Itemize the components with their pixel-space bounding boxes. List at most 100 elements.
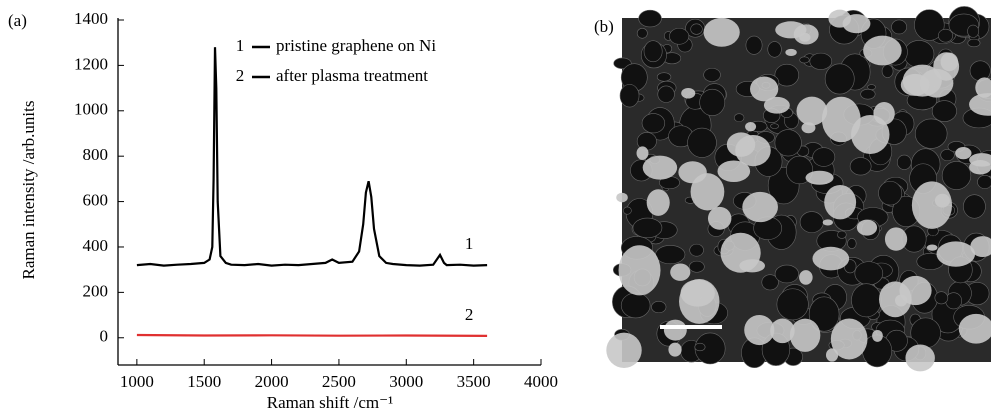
grain — [847, 238, 857, 249]
grain — [851, 283, 882, 318]
grain — [733, 113, 745, 123]
bright-region — [717, 160, 751, 183]
bright-region — [670, 263, 691, 281]
legend-label: 1 — [236, 36, 245, 55]
grain — [643, 40, 663, 63]
grain — [774, 63, 800, 87]
bright-region — [969, 93, 991, 116]
bright-region — [830, 318, 868, 360]
bright-region — [958, 313, 991, 344]
grain — [774, 264, 799, 284]
grain — [699, 88, 726, 116]
grain — [808, 296, 840, 332]
grain — [799, 211, 824, 233]
bright-region — [668, 342, 682, 357]
bright-region — [703, 17, 740, 47]
grain — [881, 64, 894, 78]
grain — [854, 261, 884, 286]
legend-entry: after plasma treatment — [276, 66, 428, 85]
grain — [799, 56, 810, 64]
grain — [656, 72, 672, 82]
bright-region — [690, 173, 725, 211]
grain — [687, 127, 717, 158]
bright-region — [616, 192, 628, 203]
panel-label: (a) — [8, 11, 27, 30]
bright-region — [911, 181, 953, 229]
bright-region — [789, 318, 821, 352]
bright-region — [933, 52, 960, 81]
bright-region — [975, 77, 991, 98]
legend-entry: pristine graphene on Ni — [276, 36, 436, 55]
grain — [849, 157, 872, 176]
bright-region — [884, 227, 908, 251]
grain — [689, 260, 705, 273]
bright-region — [812, 246, 850, 271]
bright-region — [821, 96, 861, 143]
curve-label: 1 — [465, 234, 474, 253]
y-tick-label: 1000 — [74, 100, 108, 119]
y-tick-label: 600 — [83, 190, 109, 209]
grain — [896, 154, 912, 170]
grain — [967, 24, 980, 38]
bright-region — [680, 279, 715, 307]
bright-region — [822, 219, 833, 226]
grain — [657, 85, 675, 103]
bright-region — [955, 147, 972, 160]
bright-region — [863, 35, 902, 66]
x-axis-label: Raman shift /cm⁻¹ — [267, 393, 393, 412]
grain — [967, 38, 981, 48]
bright-region — [707, 206, 732, 230]
grain — [977, 174, 991, 189]
y-tick-label: 0 — [100, 327, 109, 346]
y-tick-label: 1200 — [74, 54, 108, 73]
grain — [689, 243, 704, 257]
bright-region — [825, 348, 839, 362]
grain — [891, 19, 907, 35]
bright-region — [720, 232, 761, 273]
grain — [776, 288, 809, 321]
x-tick-label: 1500 — [187, 372, 221, 391]
grain — [669, 27, 690, 45]
bright-region — [785, 48, 797, 57]
bright-region — [934, 193, 950, 208]
grain — [934, 291, 949, 305]
x-tick-label: 1000 — [120, 372, 154, 391]
grain — [969, 60, 991, 82]
grain — [931, 100, 957, 122]
bright-region — [742, 191, 778, 223]
bright-region — [902, 64, 942, 97]
bright-region — [726, 132, 756, 157]
bright-region — [873, 102, 895, 125]
bright-region — [936, 241, 976, 267]
bright-region — [681, 88, 696, 99]
grain — [914, 118, 948, 149]
grain — [941, 161, 972, 190]
grain — [963, 194, 986, 219]
grain — [860, 88, 876, 100]
bright-region — [872, 329, 883, 342]
curve-label: 2 — [465, 305, 474, 324]
grain — [690, 23, 703, 35]
bright-region — [618, 245, 661, 296]
grain — [620, 292, 651, 319]
x-tick-label: 2500 — [322, 372, 356, 391]
bright-region — [663, 319, 687, 341]
x-tick-label: 3000 — [389, 372, 423, 391]
bright-region — [856, 219, 878, 236]
bright-region — [899, 275, 932, 306]
y-tick-label: 1400 — [74, 9, 108, 28]
grain — [745, 35, 763, 55]
bright-region — [678, 161, 707, 184]
bright-region — [970, 236, 991, 258]
grain — [809, 52, 833, 70]
grain — [703, 67, 721, 82]
bright-region — [824, 184, 857, 220]
grain — [824, 63, 855, 95]
bright-region — [799, 32, 811, 42]
panel-label: (b) — [594, 17, 614, 36]
grain — [623, 206, 632, 215]
x-tick-label: 3500 — [457, 372, 491, 391]
grain — [636, 27, 648, 39]
